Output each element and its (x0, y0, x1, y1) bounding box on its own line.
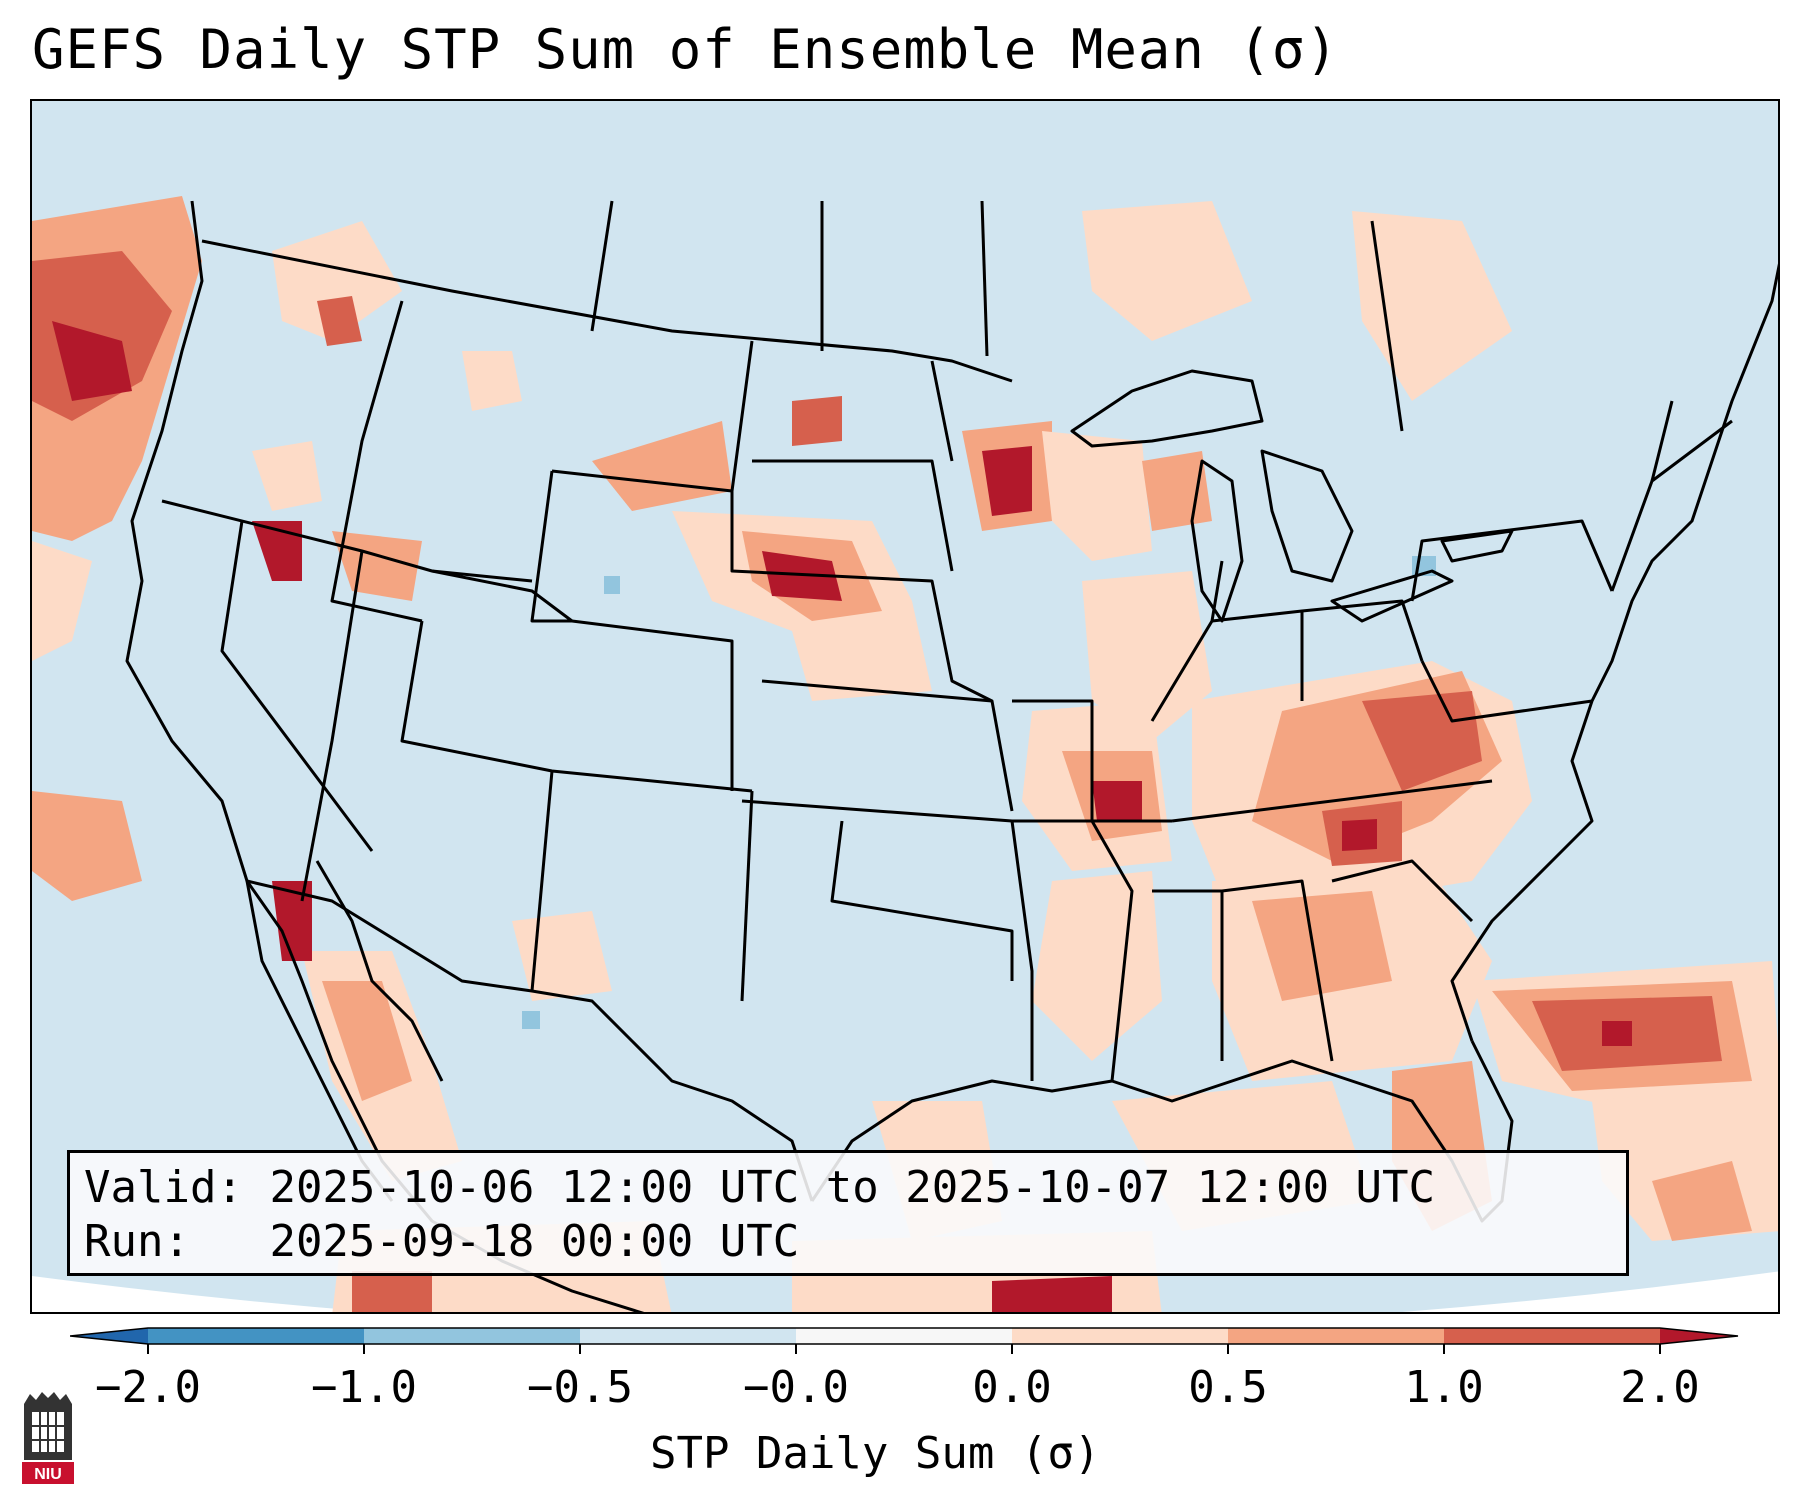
colorbar (70, 1327, 1739, 1354)
anomaly-patch (1362, 691, 1482, 791)
colorbar-tick-label: −0.0 (743, 1362, 849, 1413)
colorbar-segment (364, 1328, 580, 1344)
state-border (431, 569, 533, 583)
anomaly-patch (1602, 1021, 1632, 1046)
anomaly-patch (1082, 571, 1212, 741)
colorbar-segment (1012, 1328, 1228, 1344)
state-border (930, 360, 954, 462)
valid-label: Valid: (84, 1162, 243, 1213)
province-border (980, 200, 989, 357)
colorbar-segment (1228, 1328, 1444, 1344)
colorbar-extend-low (70, 1328, 148, 1344)
projection-edge (32, 1271, 1778, 1312)
anomaly-patch (322, 981, 412, 1101)
anomaly-patch (992, 1276, 1112, 1312)
colorbar-tick-label: 0.5 (1188, 1362, 1268, 1413)
province-border (590, 200, 614, 332)
state-border (1171, 779, 1493, 823)
state-border (761, 679, 993, 703)
anomaly-patch (1092, 781, 1142, 821)
colorbar-tick-label: −1.0 (311, 1362, 417, 1413)
state-border (300, 550, 364, 902)
state-border (752, 459, 954, 572)
negative-anomaly-cell (522, 1011, 540, 1029)
state-border (1650, 400, 1674, 482)
map-canvas (32, 101, 1778, 1312)
state-border (1010, 820, 1034, 1081)
anomaly-patch (462, 351, 522, 411)
state-border (530, 770, 554, 992)
atlantic-coastline (1450, 263, 1778, 1042)
logo-text: NIU (34, 1466, 62, 1483)
anomaly-patch (982, 446, 1032, 516)
anomaly-patch (1042, 431, 1152, 561)
state-border (1420, 660, 1593, 723)
anomaly-patch (1652, 1161, 1752, 1241)
niu-logo: NIU (22, 1392, 74, 1484)
state-border (530, 470, 734, 791)
lake-huron (1260, 449, 1354, 583)
colorbar-tick-label: 2.0 (1620, 1362, 1700, 1413)
state-border (1012, 699, 1094, 821)
lake-michigan (1190, 459, 1244, 623)
run-label: Run: (84, 1216, 190, 1267)
colorbar-extend-high (1660, 1328, 1738, 1344)
colorbar-tick-label: 0.0 (972, 1362, 1052, 1413)
state-border (330, 300, 423, 623)
colorbar-tick-label: 1.0 (1404, 1362, 1484, 1413)
valid-run-info-box: Valid: 2025-10-06 12:00 UTC to 2025-10-0… (67, 1150, 1629, 1276)
colorbar-segment (580, 1328, 796, 1344)
state-border (400, 620, 753, 793)
state-border (1090, 820, 1134, 1082)
province-border (1370, 220, 1404, 432)
state-border (1331, 859, 1474, 923)
state-border (730, 491, 1014, 812)
anomaly-patch (52, 321, 132, 401)
anomaly-patch (32, 791, 142, 901)
colorbar-tick-label: −2.0 (95, 1362, 201, 1413)
anomaly-patch (1252, 891, 1392, 1001)
lake-erie (1330, 569, 1454, 623)
anomaly-patch (1082, 201, 1252, 341)
anomaly-patch (252, 521, 302, 581)
us-mexico-border (246, 879, 814, 1202)
anomaly-patch (317, 296, 362, 346)
anomaly-patch (32, 541, 92, 661)
colorbar-segment (796, 1328, 1012, 1344)
lake-superior (1070, 369, 1264, 448)
us-canada-border (201, 239, 1013, 383)
lake-ontario (1440, 529, 1514, 563)
anomaly-patch (1342, 819, 1377, 851)
colorbar-tick-label: −0.5 (527, 1362, 633, 1413)
negative-anomaly-cell (604, 576, 620, 594)
gulf-of-california (315, 860, 444, 1082)
anomaly-patch (792, 396, 842, 446)
boundary-lines (125, 200, 1778, 1312)
chart-title: GEFS Daily STP Sum of Ensemble Mean (σ) (32, 18, 1339, 81)
anomaly-patch (352, 1271, 432, 1312)
colorbar-label: STP Daily Sum (σ) (650, 1428, 1101, 1479)
state-border (740, 790, 754, 1002)
run-time: 2025-09-18 00:00 UTC (269, 1216, 800, 1267)
state-border (1301, 599, 1424, 662)
anomaly-patch (252, 441, 322, 511)
valid-time-range: 2025-10-06 12:00 UTC to 2025-10-07 12:00… (269, 1162, 1436, 1213)
colorbar-segment (1444, 1328, 1660, 1344)
colorbar-segment (148, 1328, 364, 1344)
state-border (1221, 879, 1334, 1062)
map-panel (30, 99, 1780, 1314)
state-border (220, 520, 374, 852)
anomaly-patch (272, 221, 402, 341)
state-border (830, 820, 1014, 981)
